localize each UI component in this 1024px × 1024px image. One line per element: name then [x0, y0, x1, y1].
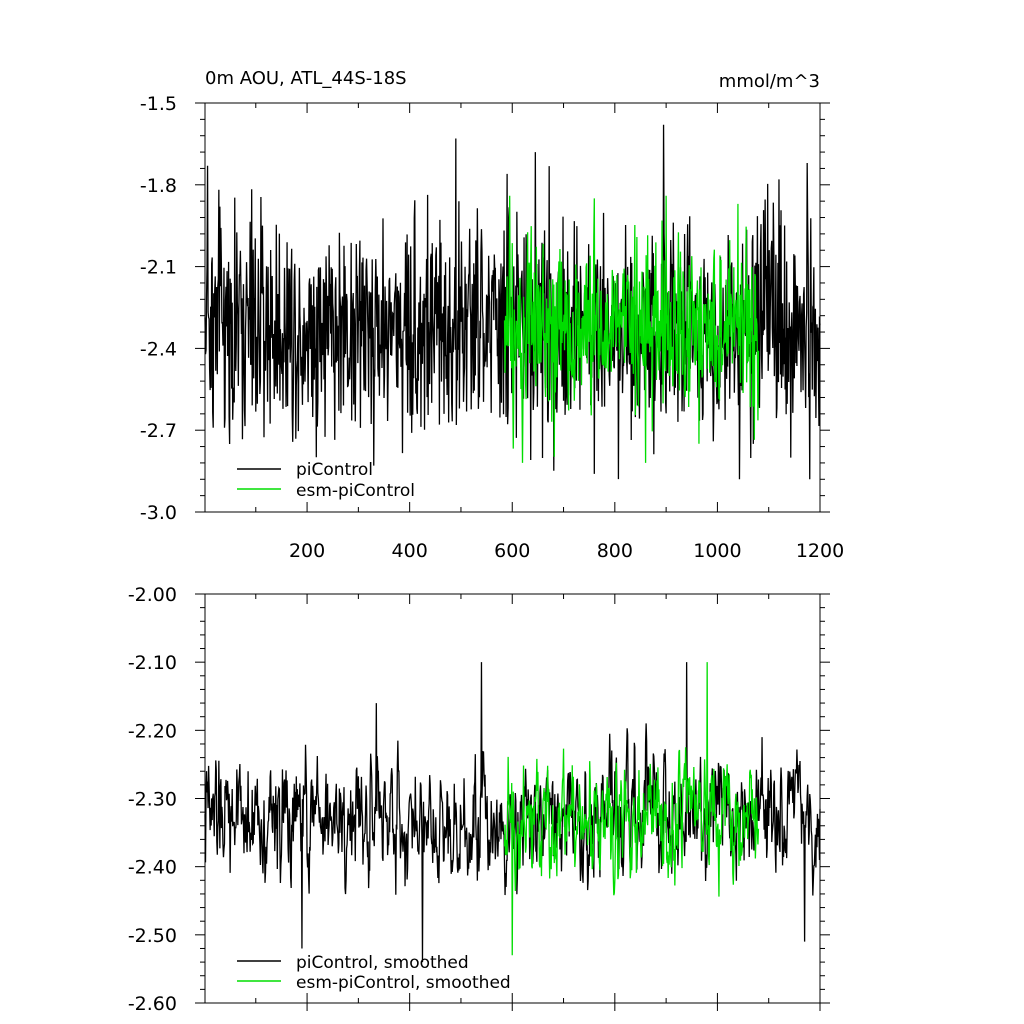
y-tick-label: -2.7 — [140, 420, 177, 442]
x-tick-label: 600 — [494, 540, 530, 562]
bottom-legend: piControl, smoothed esm-piControl, smoot… — [237, 953, 511, 993]
legend-label-esm-picontrol: esm-piControl — [296, 481, 415, 501]
top-series-group — [204, 124, 821, 480]
y-tick-label: -2.1 — [140, 257, 177, 279]
bottom-series-group — [204, 662, 821, 963]
legend-label-esm-picontrol-smoothed: esm-piControl, smoothed — [296, 973, 511, 993]
x-tick-label: 1200 — [796, 540, 844, 562]
y-tick-label: -2.10 — [128, 652, 177, 674]
y-tick-label: -1.8 — [140, 175, 177, 197]
y-tick-label: -1.5 — [140, 93, 177, 115]
bottom-panel: -2.60 -2.50 -2.40 -2.30 -2.20 -2.10 -2.00 piCo… — [128, 584, 830, 1015]
y-tick-label: -2.60 — [128, 993, 177, 1015]
y-tick-label: -3.0 — [140, 502, 177, 524]
series-line-esm-picontrol-smoothed — [503, 662, 760, 956]
x-tick-label: 800 — [597, 540, 633, 562]
bottom-axis-ticks: -2.60 -2.50 -2.40 -2.30 -2.20 -2.10 -2.00 — [128, 584, 830, 1015]
y-tick-label: -2.30 — [128, 789, 177, 811]
x-tick-label: 400 — [392, 540, 428, 562]
x-tick-label: 200 — [289, 540, 325, 562]
y-tick-label: -2.40 — [128, 857, 177, 879]
series-line-esm-picontrol — [503, 195, 760, 463]
units-label: mmol/m^3 — [719, 71, 820, 92]
top-panel: 0m AOU, ATL_44S-18S mmol/m^3 200 400 600 80… — [140, 68, 844, 562]
top-axis-ticks: 200 400 600 800 1000 1200 -3.0 -2.7 -2.4 -2.1 -1.8… — [140, 93, 844, 562]
top-legend: piControl esm-piControl — [237, 460, 415, 501]
chart-title: 0m AOU, ATL_44S-18S — [205, 68, 407, 89]
y-tick-label: -2.50 — [128, 925, 177, 947]
y-tick-label: -2.00 — [128, 584, 177, 606]
legend-label-picontrol: piControl — [296, 460, 373, 480]
y-tick-label: -2.4 — [140, 338, 177, 360]
legend-label-picontrol-smoothed: piControl, smoothed — [296, 953, 469, 973]
x-tick-label: 1000 — [693, 540, 741, 562]
y-tick-label: -2.20 — [128, 720, 177, 742]
